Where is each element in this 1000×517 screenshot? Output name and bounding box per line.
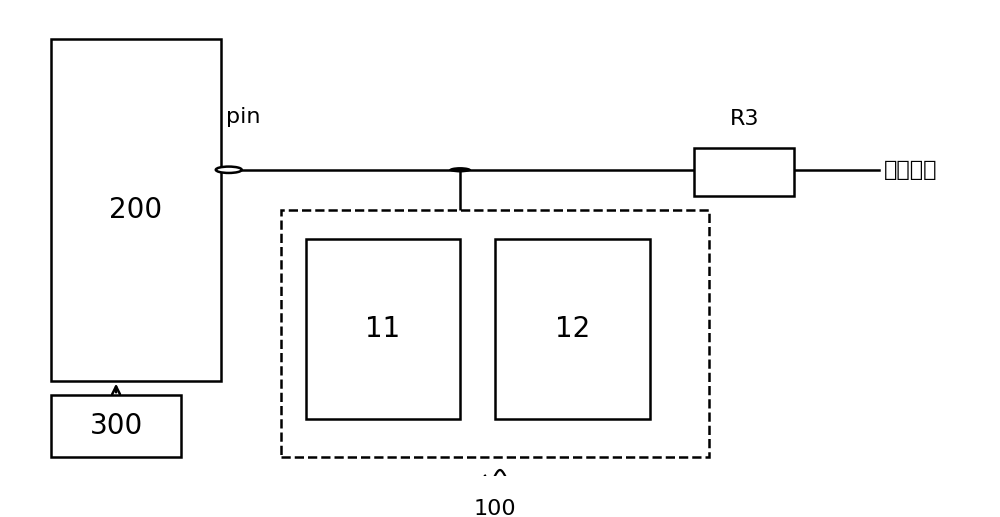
Bar: [281, 210, 709, 457]
Text: 11: 11: [365, 315, 400, 343]
Text: R3: R3: [730, 110, 759, 129]
Text: 100: 100: [474, 499, 516, 517]
Ellipse shape: [449, 167, 471, 173]
Bar: [51, 39, 221, 381]
Bar: [306, 238, 460, 419]
Bar: [495, 238, 650, 419]
Ellipse shape: [216, 166, 242, 173]
Bar: [694, 148, 794, 196]
Text: 200: 200: [109, 196, 163, 224]
Text: 12: 12: [555, 315, 590, 343]
Bar: [51, 395, 181, 457]
Text: pin: pin: [226, 107, 261, 127]
Text: 外部信号: 外部信号: [884, 160, 937, 180]
Text: 300: 300: [89, 412, 143, 440]
